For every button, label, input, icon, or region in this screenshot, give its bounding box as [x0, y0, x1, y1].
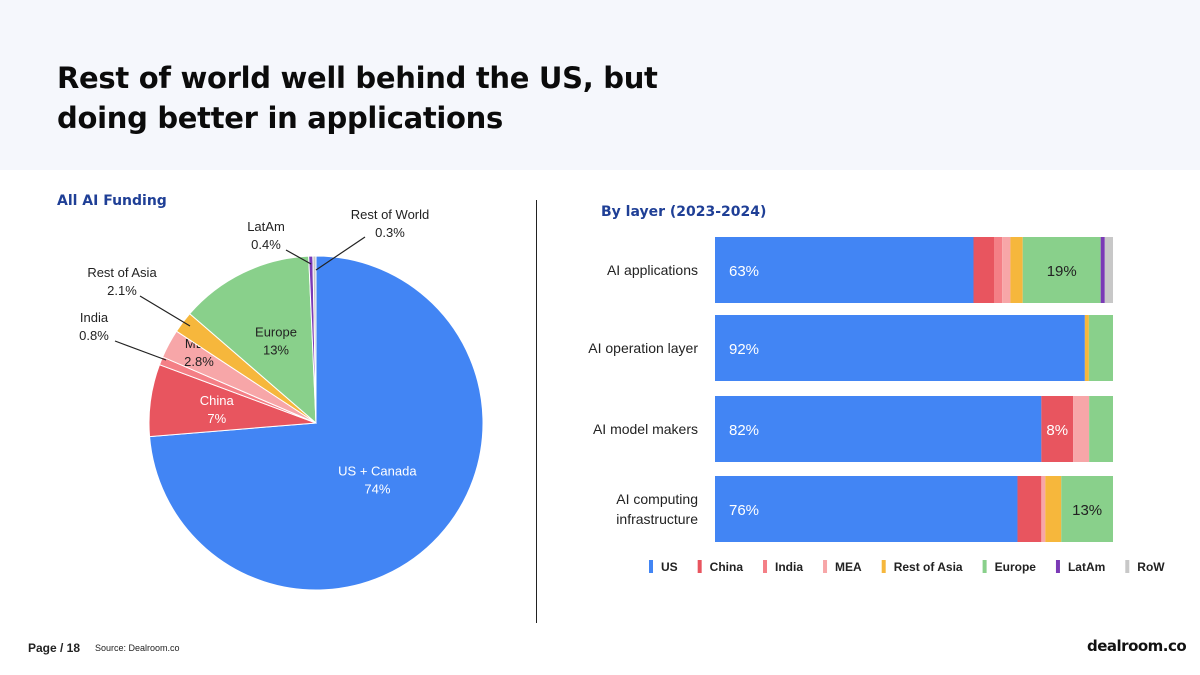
- legend-swatch-mea: [823, 560, 828, 573]
- bar-segment-ai-applications-latam: [1100, 237, 1105, 303]
- legend-label-row: RoW: [1137, 560, 1165, 574]
- legend-swatch-us: [649, 560, 653, 573]
- pie-chart-title: All AI Funding: [57, 193, 167, 209]
- bar-segment-ai-computing-infrastructure-mea: [1041, 476, 1046, 542]
- pie-label-rest-of-world: Rest of World: [351, 207, 430, 222]
- legend-label-mea: MEA: [835, 560, 862, 574]
- bar-data-label: 63%: [729, 263, 759, 280]
- pie-label-us-canada: US + Canada: [338, 464, 417, 479]
- bar-segment-ai-applications-europe: [1022, 237, 1101, 303]
- legend-swatch-europe: [982, 560, 987, 573]
- legend-swatch-china: [697, 560, 702, 573]
- source-note: Source: Dealroom.co: [95, 643, 180, 653]
- bar-segment-ai-applications-india: [994, 237, 1003, 303]
- pie-value-latam: 0.4%: [251, 237, 281, 252]
- pie-label-europe: Europe: [255, 324, 297, 339]
- pie-leader-india: [114, 340, 167, 361]
- bar-segment-ai-operation-layer-europe: [1088, 315, 1113, 381]
- pie-slice-europe: [189, 255, 317, 425]
- bar-segment-ai-computing-infrastructure-europe: [1061, 476, 1113, 542]
- pie-slice-rest-of-world: [312, 255, 317, 424]
- pie-chart: US + Canada74%China7%India0.8%MEA2.8%Res…: [79, 207, 484, 591]
- legend-label-europe: Europe: [995, 560, 1037, 574]
- pie-value-europe: 13%: [263, 342, 289, 357]
- pie-value-us-canada: 74%: [364, 482, 390, 497]
- pie-label-china: China: [200, 393, 235, 408]
- stacked-bar-chart: AI applications 63% 19% AI operation layer 9…: [588, 237, 1165, 574]
- legend-swatch-rest-of-asia: [881, 560, 886, 573]
- bar-category-label: AI computing: [616, 491, 698, 507]
- page-number: Page / 18: [28, 641, 81, 655]
- pie-leader-rest-of-world: [315, 236, 366, 271]
- pie-value-rest-of-world: 0.3%: [375, 225, 405, 240]
- pie-value-mea: 2.8%: [184, 354, 214, 369]
- pie-label-rest-of-asia: Rest of Asia: [87, 265, 157, 280]
- bar-data-label: 76%: [729, 502, 759, 519]
- bar-category-label: infrastructure: [616, 511, 698, 527]
- bar-data-label: 13%: [1072, 502, 1102, 519]
- legend-label-us: US: [661, 560, 678, 574]
- bar-data-label: 8%: [1046, 422, 1068, 439]
- bar-data-label: 82%: [729, 422, 759, 439]
- bar-segment-ai-model-makers-china: [1041, 396, 1074, 462]
- bar-segment-ai-applications-mea: [1002, 237, 1011, 303]
- pie-value-rest-of-asia: 2.1%: [107, 283, 137, 298]
- bar-segment-ai-operation-layer-us: [715, 315, 1085, 381]
- legend-label-china: China: [710, 560, 744, 574]
- pie-label-india: India: [80, 310, 109, 325]
- bar-category-label: AI model makers: [593, 421, 698, 437]
- bar-segment-ai-model-makers-europe: [1089, 396, 1113, 462]
- section-divider: [536, 200, 537, 623]
- header-band: Rest of world well behind the US, but do…: [0, 0, 1200, 170]
- bar-segment-ai-applications-rest-of-asia: [1010, 237, 1023, 303]
- bar-segment-ai-model-makers-us: [715, 396, 1042, 462]
- legend-swatch-row: [1125, 560, 1130, 573]
- legend-swatch-india: [763, 560, 768, 573]
- legend-label-india: India: [775, 560, 803, 574]
- bar-category-label: AI applications: [607, 262, 698, 278]
- pie-leader-latam: [285, 249, 312, 265]
- bar-segment-ai-computing-infrastructure-china: [1017, 476, 1042, 542]
- pie-value-india: 0.8%: [79, 328, 109, 343]
- legend-swatch-latam: [1055, 560, 1060, 573]
- page-title: Rest of world well behind the US, but do…: [57, 61, 658, 135]
- pie-value-china: 7%: [207, 411, 226, 426]
- pie-leader-rest-of-asia: [139, 295, 191, 327]
- bar-segment-ai-operation-layer-rest-of-asia: [1084, 315, 1089, 381]
- dealroom-logo: dealroom.co: [1087, 637, 1187, 655]
- bar-chart-title: By layer (2023-2024): [601, 204, 767, 220]
- bar-category-label: AI operation layer: [588, 340, 698, 356]
- bar-data-label: 92%: [729, 341, 759, 358]
- bar-data-label: 19%: [1047, 263, 1077, 280]
- bar-segment-ai-applications-china: [973, 237, 995, 303]
- bar-segment-ai-model-makers-mea: [1073, 396, 1090, 462]
- bar-segment-ai-applications-us: [715, 237, 974, 303]
- legend-label-rest-of-asia: Rest of Asia: [894, 560, 963, 574]
- pie-label-latam: LatAm: [247, 219, 285, 234]
- bar-segment-ai-computing-infrastructure-us: [715, 476, 1018, 542]
- bar-segment-ai-computing-infrastructure-rest-of-asia: [1045, 476, 1062, 542]
- legend-label-latam: LatAm: [1068, 560, 1105, 574]
- bar-segment-ai-applications-row: [1104, 237, 1113, 303]
